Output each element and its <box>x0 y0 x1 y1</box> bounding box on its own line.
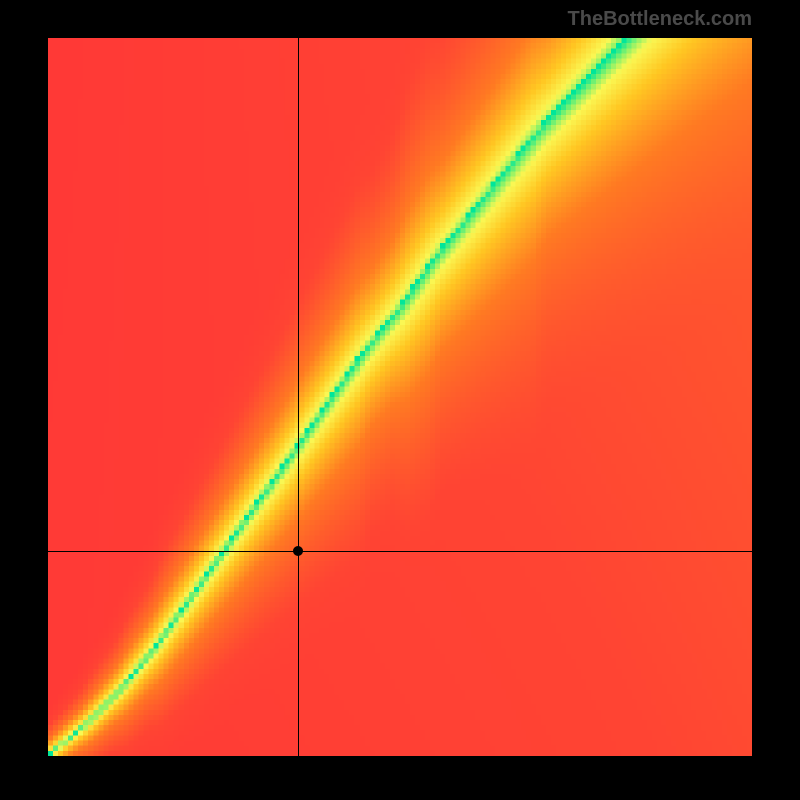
crosshair-marker-dot <box>293 546 303 556</box>
crosshair-vertical <box>298 38 299 756</box>
watermark-text: TheBottleneck.com <box>568 8 752 31</box>
heatmap-canvas <box>48 38 752 756</box>
heatmap-plot-area <box>48 38 752 756</box>
crosshair-horizontal <box>48 551 752 552</box>
